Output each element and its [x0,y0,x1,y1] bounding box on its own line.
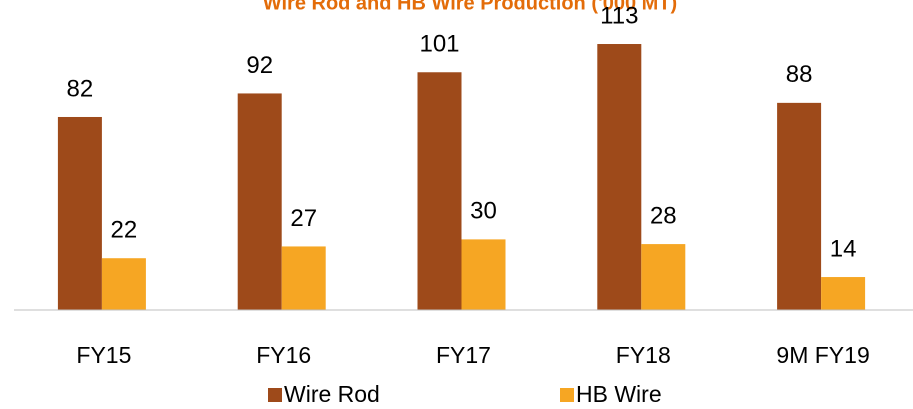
value-label: 30 [470,198,497,225]
value-label: 14 [830,235,857,262]
x-tick-label: FY17 [436,342,491,368]
bar [597,44,642,311]
bar [281,246,326,310]
value-label: 113 [600,2,638,29]
bar [821,277,866,310]
legend-swatch [268,388,282,402]
bar [57,116,102,310]
bar [777,102,822,310]
value-label: 82 [67,75,94,102]
x-tick-label: 9M FY19 [776,342,869,368]
value-label: 27 [290,205,317,232]
legend-label: HB Wire [576,381,662,407]
x-tick-label: FY15 [76,342,131,368]
x-tick-label: FY18 [616,342,671,368]
x-tick-label: FY16 [256,342,311,368]
value-label: 28 [650,202,677,229]
bar [237,93,282,310]
legend-swatch [560,388,574,402]
legend-label: Wire Rod [284,381,380,407]
value-label: 101 [419,31,459,58]
bar [101,258,146,310]
bar [641,244,686,310]
value-label: 88 [786,61,813,88]
value-label: 92 [246,52,273,79]
bar [417,72,462,310]
value-label: 22 [111,217,138,244]
chart-title: Wire Rod and HB Wire Production ('000 MT… [263,0,677,14]
bar [461,239,506,310]
